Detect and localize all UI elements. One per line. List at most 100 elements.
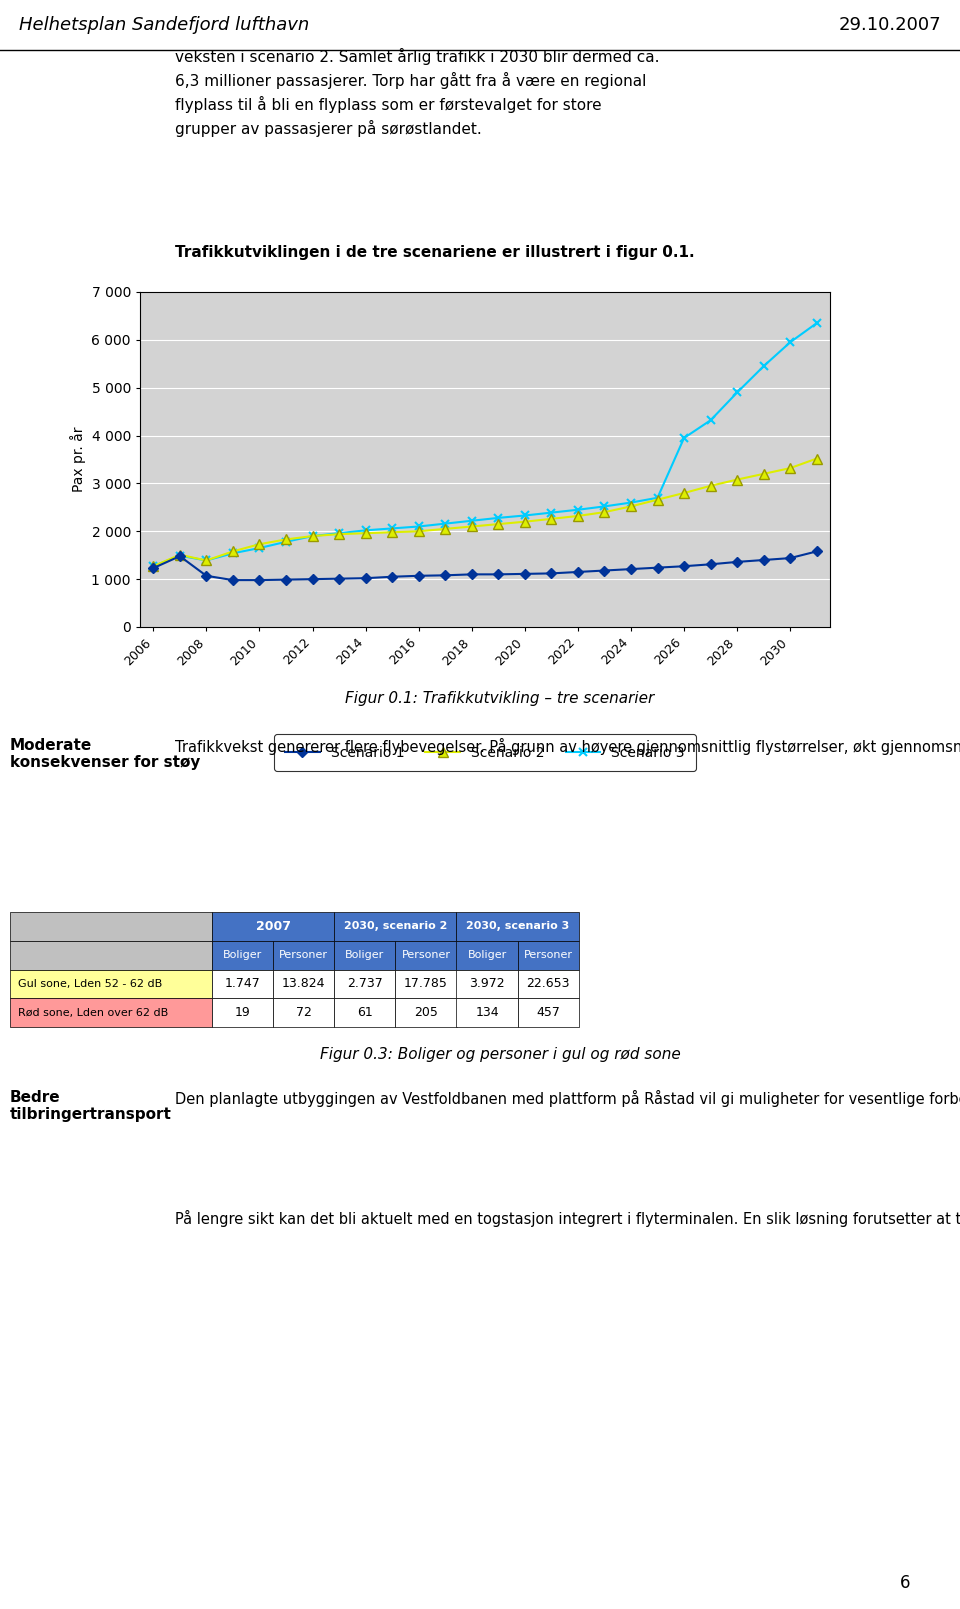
Bar — [10, 970, 212, 998]
Bar — [274, 998, 334, 1027]
Scenario 2 — [599, 502, 611, 521]
Scenario 1 — [148, 558, 159, 578]
Text: Personer: Personer — [523, 951, 573, 961]
Scenario 2 — [652, 491, 663, 510]
Text: veksten i scenario 2. Samlet årlig trafikk i 2030 blir dermed ca.
6,3 millioner : veksten i scenario 2. Samlet årlig trafi… — [175, 48, 660, 137]
Scenario 3 — [732, 383, 743, 402]
Text: 2030, scenario 3: 2030, scenario 3 — [466, 922, 569, 932]
Scenario 1 — [732, 552, 743, 571]
Text: Rød sone, Lden over 62 dB: Rød sone, Lden over 62 dB — [17, 1007, 168, 1017]
Text: Boliger: Boliger — [468, 951, 507, 961]
Scenario 2 — [201, 550, 212, 570]
Scenario 1 — [572, 562, 584, 581]
Scenario 3 — [333, 523, 345, 542]
Line: Scenario 1: Scenario 1 — [150, 549, 820, 584]
Scenario 1 — [201, 566, 212, 586]
Scenario 1 — [599, 562, 611, 581]
Scenario 1 — [811, 542, 823, 562]
Text: Helhetsplan Sandefjord lufthavn: Helhetsplan Sandefjord lufthavn — [19, 16, 309, 34]
Bar — [334, 998, 396, 1027]
Scenario 3 — [228, 544, 239, 563]
Scenario 1 — [545, 563, 557, 582]
Text: Moderate
konsekvenser for støy: Moderate konsekvenser for støy — [10, 739, 201, 771]
Y-axis label: Pax pr. år: Pax pr. år — [70, 426, 85, 492]
Text: Bedre
tilbringertransport: Bedre tilbringertransport — [10, 1089, 172, 1123]
Bar — [517, 998, 579, 1027]
Scenario 1 — [652, 558, 663, 578]
Bar — [10, 912, 212, 941]
Scenario 1 — [174, 547, 185, 566]
Bar — [212, 941, 274, 970]
Scenario 3 — [492, 508, 504, 528]
Scenario 2 — [386, 523, 397, 542]
Text: 1.747: 1.747 — [225, 977, 260, 991]
Bar — [457, 970, 517, 998]
Scenario 1 — [757, 550, 769, 570]
Scenario 3 — [201, 550, 212, 570]
Bar — [396, 970, 457, 998]
Scenario 2 — [705, 476, 716, 496]
Text: Personer: Personer — [401, 951, 450, 961]
Bar — [457, 941, 517, 970]
Scenario 1 — [705, 555, 716, 574]
Scenario 1 — [228, 571, 239, 591]
Text: 72: 72 — [296, 1006, 312, 1018]
Scenario 2 — [545, 508, 557, 528]
Scenario 2 — [519, 512, 531, 531]
Scenario 3 — [280, 533, 292, 552]
Scenario 1 — [333, 570, 345, 589]
Line: Scenario 2: Scenario 2 — [149, 454, 822, 571]
Scenario 3 — [705, 410, 716, 430]
Bar — [212, 912, 334, 941]
Scenario 2 — [784, 459, 796, 478]
Scenario 3 — [625, 492, 636, 512]
Bar — [274, 941, 334, 970]
Scenario 3 — [360, 521, 372, 541]
Scenario 2 — [413, 521, 424, 541]
Scenario 3 — [811, 314, 823, 333]
Bar — [10, 998, 212, 1027]
Text: 22.653: 22.653 — [526, 977, 570, 991]
Scenario 2 — [732, 470, 743, 489]
Text: 13.824: 13.824 — [282, 977, 325, 991]
Legend: Scenario 1, Scenario 2, Scenario 3: Scenario 1, Scenario 2, Scenario 3 — [274, 734, 696, 771]
Scenario 1 — [253, 571, 265, 591]
Bar — [212, 998, 274, 1027]
Text: 6: 6 — [900, 1574, 910, 1591]
Scenario 1 — [466, 565, 477, 584]
Text: Boliger: Boliger — [346, 951, 384, 961]
Text: Trafikkvekst genererer flere flybevegelser. På grunn av høyere gjennomsnittlig f: Trafikkvekst genererer flere flybevegels… — [175, 739, 960, 755]
Scenario 1 — [440, 566, 451, 586]
Scenario 3 — [757, 357, 769, 377]
Text: Gul sone, Lden 52 - 62 dB: Gul sone, Lden 52 - 62 dB — [17, 978, 162, 990]
Scenario 2 — [148, 557, 159, 576]
Scenario 1 — [679, 557, 690, 576]
Text: 2007: 2007 — [255, 920, 291, 933]
Text: 134: 134 — [475, 1006, 499, 1018]
Bar — [212, 970, 274, 998]
Scenario 3 — [599, 497, 611, 516]
Scenario 1 — [280, 570, 292, 589]
Scenario 1 — [625, 560, 636, 579]
Text: Figur 0.3: Boliger og personer i gul og rød sone: Figur 0.3: Boliger og personer i gul og … — [320, 1046, 681, 1062]
Scenario 3 — [784, 333, 796, 352]
Scenario 2 — [811, 449, 823, 468]
Scenario 2 — [360, 523, 372, 542]
Scenario 1 — [413, 566, 424, 586]
Text: Boliger: Boliger — [223, 951, 262, 961]
Scenario 3 — [466, 512, 477, 531]
Scenario 2 — [307, 526, 319, 545]
Bar — [517, 970, 579, 998]
Text: Trafikkutviklingen i de tre scenariene er illustrert i figur 0.1.: Trafikkutviklingen i de tre scenariene e… — [175, 245, 695, 261]
Scenario 3 — [652, 488, 663, 507]
Scenario 3 — [148, 557, 159, 576]
Bar — [396, 998, 457, 1027]
Bar — [457, 912, 579, 941]
Text: 2030, scenario 2: 2030, scenario 2 — [344, 922, 447, 932]
Scenario 3 — [307, 526, 319, 545]
Scenario 2 — [253, 534, 265, 553]
Text: 29.10.2007: 29.10.2007 — [838, 16, 941, 34]
Bar — [517, 941, 579, 970]
Text: 3.972: 3.972 — [469, 977, 505, 991]
Line: Scenario 3: Scenario 3 — [149, 319, 821, 570]
